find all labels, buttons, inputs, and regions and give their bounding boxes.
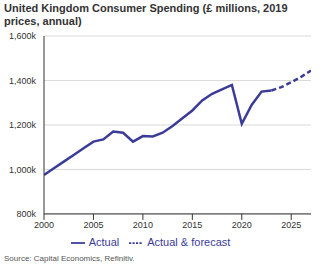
svg-text:1,600k: 1,600k — [9, 31, 37, 41]
svg-text:2015: 2015 — [182, 220, 202, 230]
svg-text:2010: 2010 — [133, 220, 153, 230]
svg-text:2005: 2005 — [83, 220, 103, 230]
html-text:United Kingdom Consumer Spendi: United Kingdom Consumer Spending (£ mill… — [4, 2, 288, 27]
html-text:Source: Capital Economics, Ref: Source: Capital Economics, Refinitiv. — [4, 254, 135, 263]
html-text:Actual & forecast: Actual & forecast — [147, 235, 231, 248]
html-text:Actual: Actual — [88, 235, 120, 248]
svg-text:800k: 800k — [16, 209, 36, 219]
svg-text:2025: 2025 — [281, 220, 301, 230]
svg-text:1,200k: 1,200k — [9, 120, 37, 130]
svg-text:2020: 2020 — [232, 220, 252, 230]
svg-text:1,000k: 1,000k — [9, 165, 37, 175]
svg-text:1,400k: 1,400k — [9, 76, 37, 86]
svg-text:2000: 2000 — [34, 220, 54, 230]
